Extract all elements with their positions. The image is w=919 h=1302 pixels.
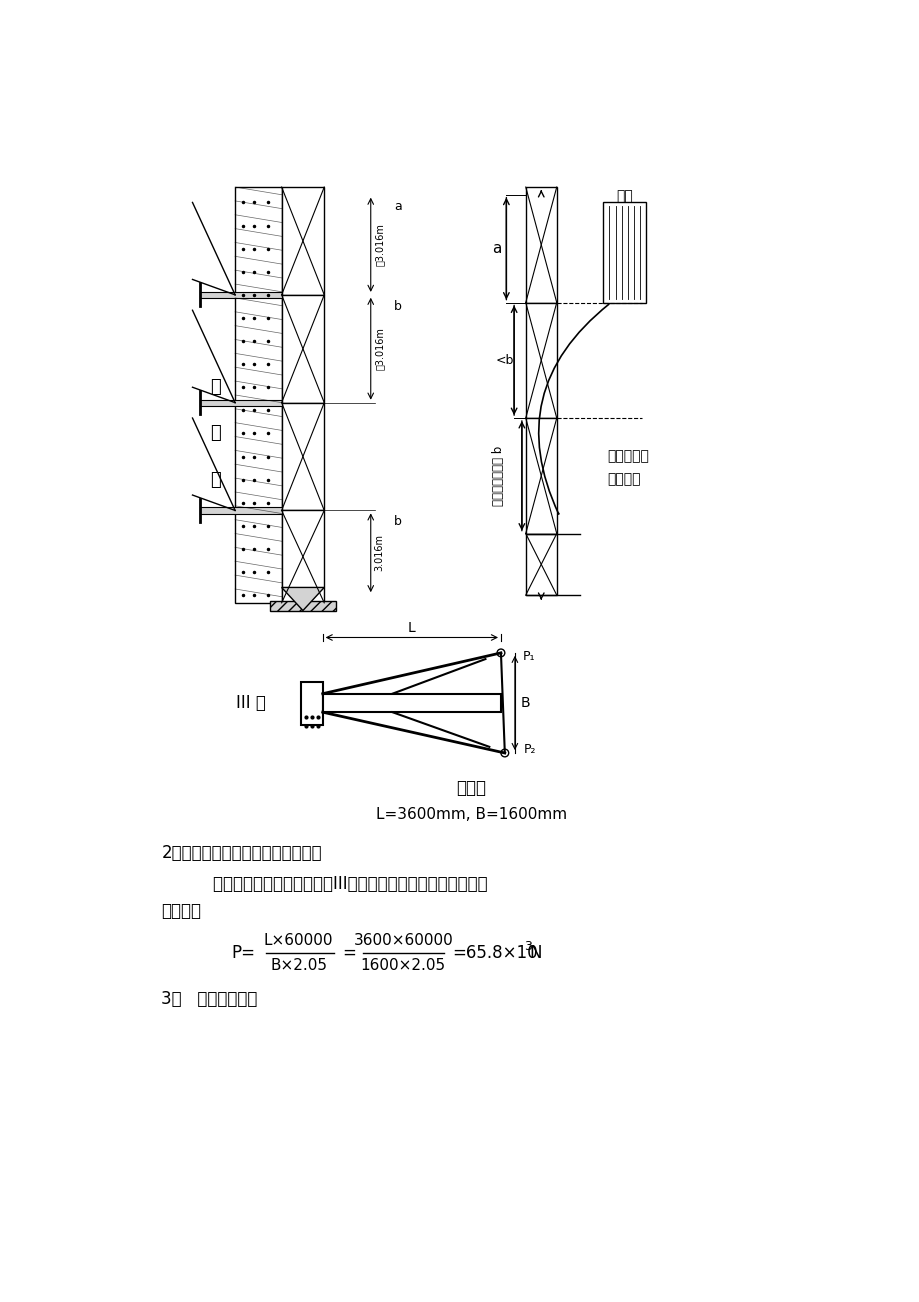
Text: 的附墙架: 的附墙架 [607,473,640,487]
Bar [200,400,281,406]
Bar [323,694,501,712]
Text: B×2.05: B×2.05 [270,958,327,973]
Bar [525,302,556,418]
Polygon shape [281,587,323,611]
Bar [269,602,335,611]
FancyArrowPatch shape [539,305,608,514]
Text: L=3600mm, B=1600mm: L=3600mm, B=1600mm [376,807,566,822]
Bar [301,682,323,724]
Text: =: = [342,944,356,962]
Bar [235,187,281,603]
Text: P₁: P₁ [522,650,535,663]
Bar [281,294,323,402]
Text: III 型: III 型 [235,694,266,712]
Text: 附墙架对墙面作用力计算（III型附墙架）由施工升降机使用手: 附墙架对墙面作用力计算（III型附墙架）由施工升降机使用手 [192,875,488,893]
Bar [281,187,323,294]
Text: ～3.016m: ～3.016m [374,327,384,370]
Text: 筑: 筑 [210,424,221,443]
Bar [525,187,556,302]
Text: 3: 3 [524,940,531,953]
Text: 3、   附墙架连接：: 3、 附墙架连接： [162,991,257,1008]
Text: P=: P= [231,944,255,962]
Text: 建: 建 [210,379,221,396]
Text: 物: 物 [210,470,221,488]
Text: 3.016m: 3.016m [374,534,384,572]
Text: N: N [529,944,541,962]
Bar [281,510,323,603]
Bar [281,402,323,510]
Text: 2、人货梯附墙架对墙面作用计算：: 2、人货梯附墙架对墙面作用计算： [162,844,322,862]
Text: b: b [393,299,402,312]
Bar [525,534,556,595]
Text: B: B [520,697,530,710]
Text: 可拆除移位: 可拆除移位 [607,449,648,464]
Text: L: L [407,621,415,635]
Text: b: b [393,516,402,529]
Text: ～3.016m: ～3.016m [374,224,384,266]
Text: 附墙架: 附墙架 [456,779,486,797]
Text: =65.8×10: =65.8×10 [451,944,538,962]
Text: 附墙架规定间距 b: 附墙架规定间距 b [492,445,505,506]
Text: 滑模: 滑模 [616,189,632,203]
Text: L×60000: L×60000 [264,934,333,948]
Text: <b: <b [495,354,514,367]
Text: 3600×60000: 3600×60000 [353,934,453,948]
Text: 1600×2.05: 1600×2.05 [360,958,446,973]
Text: a: a [393,199,402,212]
Text: a: a [492,241,501,256]
Text: P₂: P₂ [524,742,536,755]
Bar [200,292,281,298]
Bar [603,202,645,302]
Text: 册查得：: 册查得： [162,902,201,919]
Bar [525,418,556,534]
Bar [200,508,281,513]
